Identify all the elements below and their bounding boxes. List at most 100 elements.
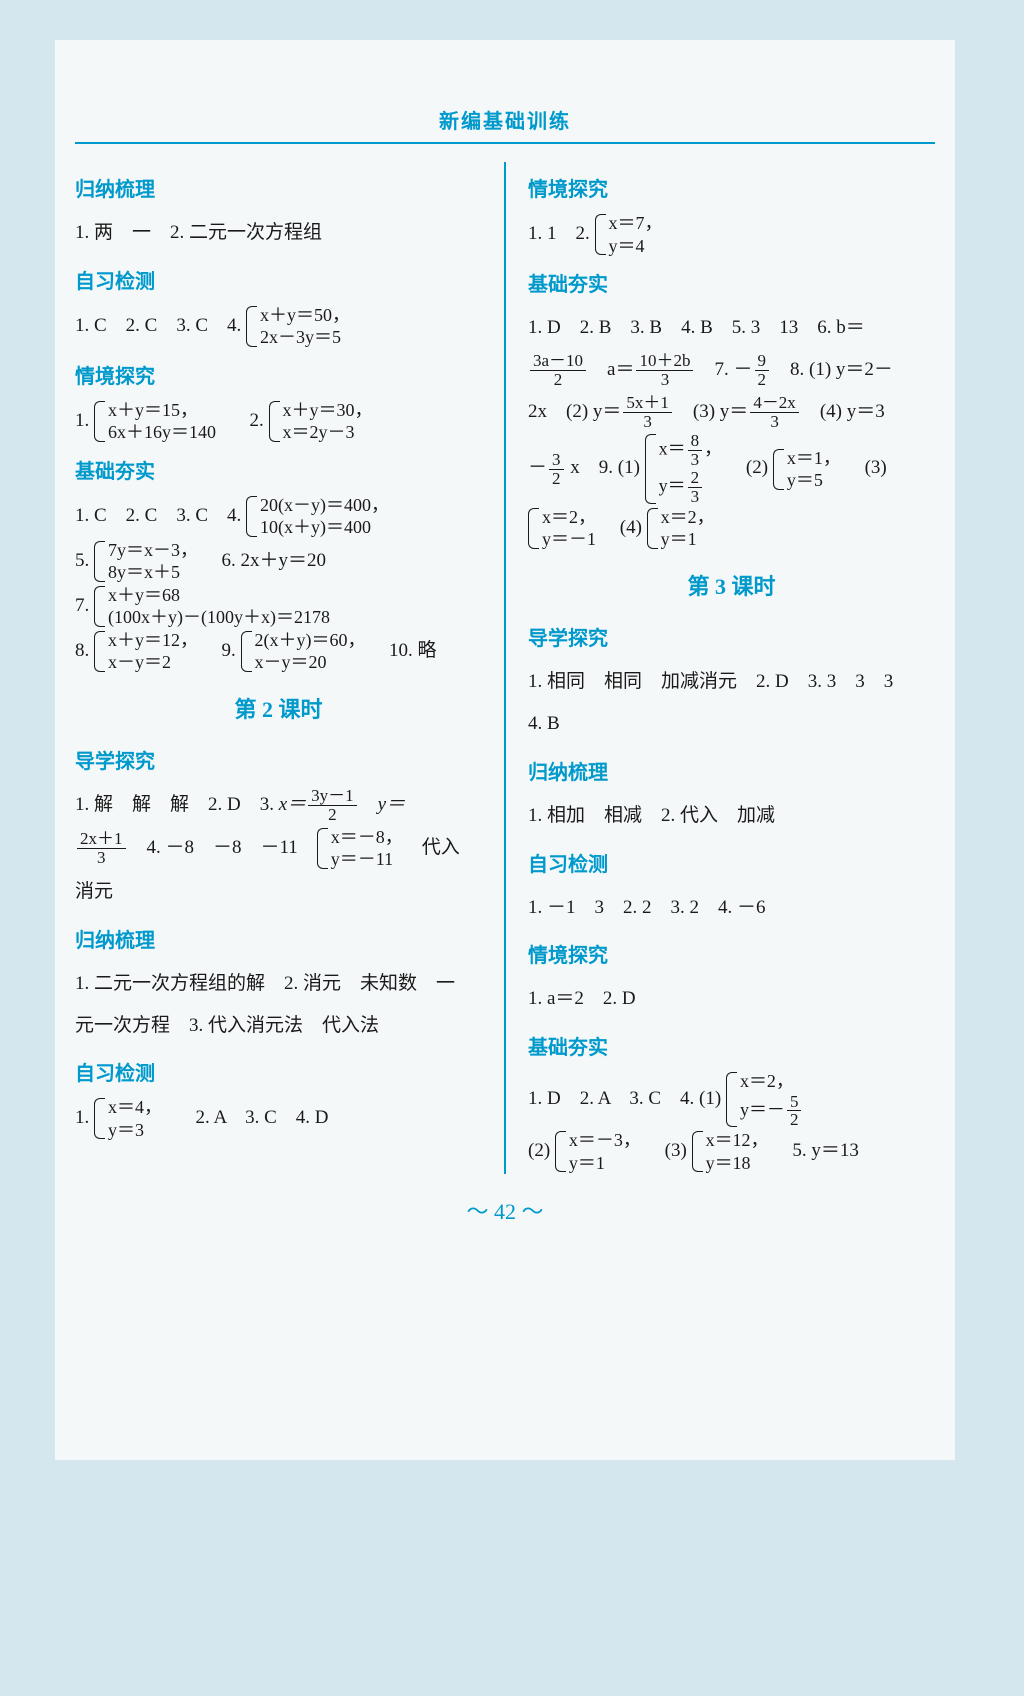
eq: y＝－52 [740,1093,804,1130]
eq: y＝5 [787,469,841,492]
fraction: 23 [688,469,703,506]
text: (3) [846,457,887,478]
right-column: 情境探究 1. 1 2. x＝7， y＝4 基础夯实 1. D 2. B 3. … [504,162,935,1174]
brace-system: x＋y＝15， 6x＋16y＝140 [94,399,216,444]
eq: 2(x＋y)＝60， [255,629,366,652]
answer-line: (2) x＝－3， y＝1 (3) x＝12， y＝18 5. y＝13 [528,1129,935,1174]
brace-system: 2(x＋y)＝60， x－y＝20 [241,629,366,674]
denominator: 3 [688,488,703,506]
text: y＝ [659,476,686,496]
text: 10. 略 [389,640,437,661]
text: 7. － [695,359,752,380]
fraction: 4－2x3 [750,394,799,431]
text: 1. [75,1107,89,1128]
eq: x＝4， [108,1096,162,1119]
text: 2. A 3. C 4. D [196,1107,329,1128]
answer-line: 1. C 2. C 3. C 4. x＋y＝50， 2x－3y＝5 [75,304,482,349]
text: 2. [250,410,264,431]
eq: x＝2， [661,506,715,529]
text: 1. C 2. C 3. C 4. [75,505,241,526]
eq: y＝1 [569,1152,641,1175]
text: 7. [75,595,89,616]
answer-line: 7. x＋y＝68 (100x＋y)－(100y＋x)＝2178 [75,584,482,629]
eq: x＝－3， [569,1129,641,1152]
answer-line: 1. 1 2. x＝7， y＝4 [528,212,935,257]
text: 1. C 2. C 3. C 4. [75,315,241,336]
eq: x＝2， [740,1070,804,1093]
eq: y＝－1 [542,528,596,551]
section-heading: 归纳梳理 [75,168,482,212]
answer-line: 1. D 2. B 3. B 4. B 5. 3 13 6. b＝ [528,307,935,349]
text: (3) [646,1140,687,1161]
brace-system: 20(x－y)＝400， 10(x＋y)＝400 [246,494,389,539]
brace-system: x＋y＝68 (100x＋y)－(100y＋x)＝2178 [94,584,330,629]
answer-line: 1. 二元一次方程组的解 2. 消元 未知数 一 [75,963,482,1005]
text: － [528,457,547,478]
text: 2x (2) y＝ [528,401,621,422]
numerator: 3a－10 [530,352,586,371]
header-title: 新编基础训练 [439,111,571,133]
answer-line: 1. 相同 相同 加减消元 2. D 3. 3 3 3 [528,661,935,703]
brace-system: x＋y＝30， x＝2y－3 [269,399,373,444]
eq: x＝2， [542,506,596,529]
answer-line: 1. x＋y＝15， 6x＋16y＝140 2. x＋y＝30， x＝2y－3 [75,399,482,444]
eq: x＋y＝15， [108,399,216,422]
answer-line: 1. －1 3 2. 2 3. 2 4. －6 [528,887,935,929]
answer-line: 2x (2) y＝5x＋13 (3) y＝4－2x3 (4) y＝3 [528,391,935,433]
section-heading: 情境探究 [75,355,482,399]
brace-system: x＋y＝50， 2x－3y＝5 [246,304,350,349]
answer-line: 1. a＝2 2. D [528,978,935,1020]
section-heading: 归纳梳理 [75,919,482,963]
text: (3) y＝ [674,401,748,422]
text: y＝－ [740,1099,785,1119]
brace-system: x＝2， y＝－1 [528,506,596,551]
eq: y＝23 [659,469,723,506]
answer-line: 1. C 2. C 3. C 4. 20(x－y)＝400， 10(x＋y)＝4… [75,494,482,539]
denominator: 2 [787,1111,802,1129]
fraction: 5x＋13 [623,394,672,431]
denominator: 3 [688,451,703,469]
fraction: 2x＋13 [77,830,126,867]
eq: 8y＝x＋5 [108,561,198,584]
text: 1. [75,410,89,431]
section-heading: 归纳梳理 [528,751,935,795]
text: 8. (1) y＝2－ [771,359,893,380]
answer-line: 3a－102 a＝10＋2b3 7. －92 8. (1) y＝2－ [528,349,935,391]
answer-line: 1. 两 一 2. 二元一次方程组 [75,212,482,254]
eq: y＝4 [609,235,663,258]
answer-line: 1. x＝4， y＝3 2. A 3. C 4. D [75,1096,482,1141]
eq: x＋y＝30， [283,399,373,422]
text: 6. 2x＋y＝20 [222,550,327,571]
text: ， [704,439,722,459]
header: 新编基础训练 [55,40,955,142]
eq: x＝12， [706,1129,769,1152]
fraction: 3a－102 [530,352,586,389]
eq: x＝83， [659,432,723,469]
answer-line: 2x＋13 4. －8 －8 －11 x＝－8，y＝－11 代入 [75,826,482,871]
eq: y＝3 [108,1119,162,1142]
eq: y＝1 [661,528,715,551]
text: 5. [75,550,89,571]
section-heading: 情境探究 [528,934,935,978]
section-heading: 基础夯实 [528,1026,935,1070]
numerator: 10＋2b [636,352,693,371]
text: (2) [727,457,768,478]
answer-line: 1. 相加 相减 2. 代入 加减 [528,795,935,837]
text: 1. D 2. A 3. C 4. (1) [528,1088,721,1109]
denominator: 3 [77,849,126,867]
eq: x－y＝2 [108,651,198,674]
brace-system: x＝－3， y＝1 [555,1129,641,1174]
text: 9. [222,640,236,661]
answer-line: 5. 7y＝x－3， 8y＝x＋5 6. 2x＋y＝20 [75,539,482,584]
section-heading: 导学探究 [528,617,935,661]
left-column: 归纳梳理 1. 两 一 2. 二元一次方程组 自习检测 1. C 2. C 3.… [75,162,504,1174]
text: x＝ [279,794,306,815]
brace-system: x＝－8，y＝－11 [317,826,403,871]
eq: 2x－3y＝5 [260,326,350,349]
brace-system: 7y＝x－3， 8y＝x＋5 [94,539,198,584]
brace-system: x＝2， y＝1 [647,506,715,551]
eq: x＋y＝50， [260,304,350,327]
brace-system: x＋y＝12， x－y＝2 [94,629,198,674]
brace-system: x＝83， y＝23 [645,432,723,505]
text: a＝ [588,359,634,380]
